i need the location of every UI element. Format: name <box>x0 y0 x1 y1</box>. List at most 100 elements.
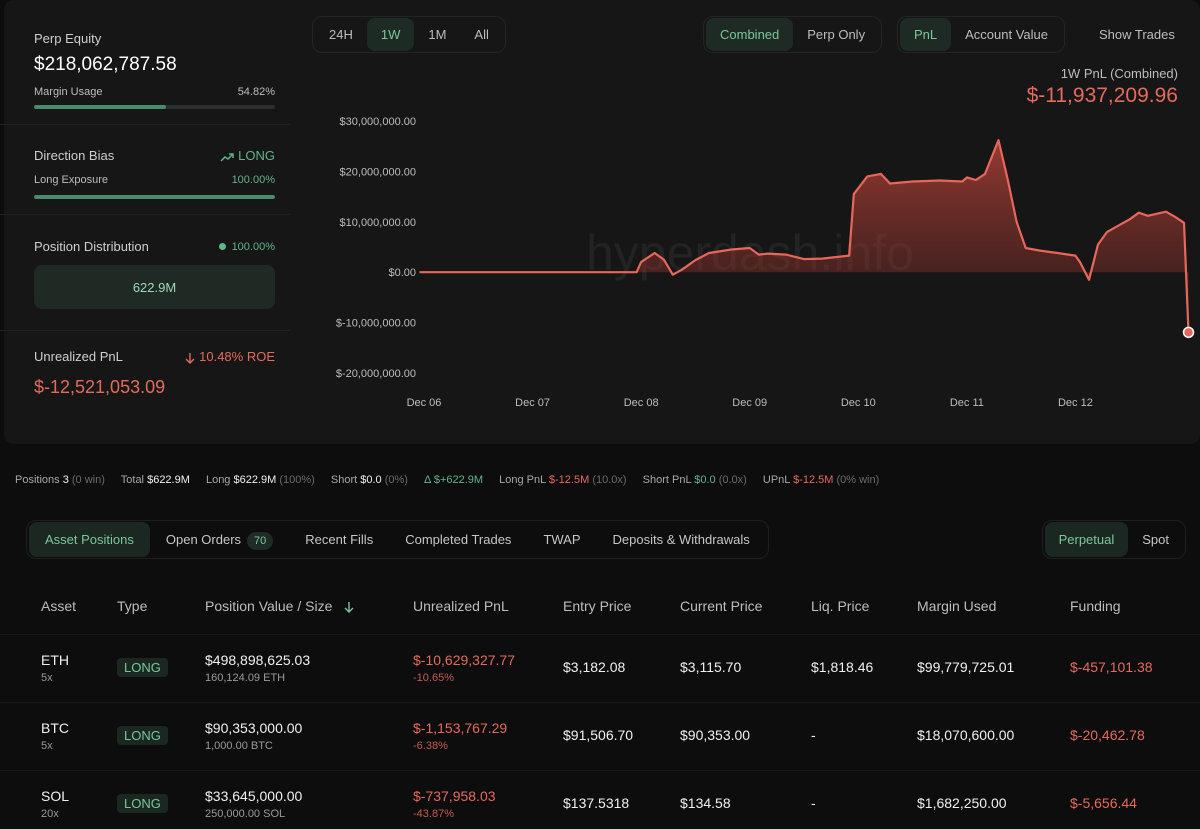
col-current-price[interactable]: Current Price <box>680 598 763 614</box>
unrealized-pnl-roe: 10.48% ROE <box>185 349 275 364</box>
pnl-area <box>419 140 1189 333</box>
mode-combined[interactable]: Combined <box>706 18 794 51</box>
col-funding[interactable]: Funding <box>1070 598 1121 614</box>
stat-note: (100%) <box>279 474 315 486</box>
stat-total: Total $622.9M <box>121 474 190 486</box>
position-value: $33,645,000.00 <box>205 788 303 804</box>
asset-symbol: SOL <box>41 788 70 804</box>
table-row[interactable]: BTC 5x LONG $90,353,000.00 1,000.00 BTC … <box>0 702 1200 768</box>
stat-short: Short $0.0 (0%) <box>331 474 408 486</box>
tab-completed-trades[interactable]: Completed Trades <box>405 532 512 547</box>
metric-pnl[interactable]: PnL <box>900 18 952 51</box>
range-all[interactable]: All <box>474 27 489 42</box>
tab-recent-fills[interactable]: Recent Fills <box>305 532 374 547</box>
long-exposure-label: Long Exposure <box>34 174 108 186</box>
unrealized-pnl: $-737,958.03 <box>413 788 496 804</box>
margin-used: $99,779,725.01 <box>917 659 1015 675</box>
table-row[interactable]: ETH 5x LONG $498,898,625.03 160,124.09 E… <box>0 634 1200 700</box>
unrealized-pnl-pct: -10.65% <box>413 672 454 684</box>
tab-perpetual[interactable]: Perpetual <box>1044 522 1129 557</box>
x-tick-label: Dec 06 <box>407 397 442 409</box>
stat-value: $0.0 <box>694 474 716 486</box>
stat-note: (0% win) <box>836 474 880 486</box>
range-24h[interactable]: 24H <box>329 27 353 42</box>
tab-open-orders[interactable]: Open Orders 70 <box>150 522 289 557</box>
pnl-endpoint[interactable] <box>1182 326 1195 339</box>
position-size: 250,000.00 SOL <box>205 808 286 820</box>
show-trades-button[interactable]: Show Trades <box>1099 27 1175 42</box>
funding: $-20,462.78 <box>1070 727 1145 743</box>
stat-value: $-12.5M <box>793 474 834 486</box>
stat-label: Positions <box>15 474 60 486</box>
x-tick-label: Dec 11 <box>950 397 984 409</box>
stat-upnl: UPnL $-12.5M (0% win) <box>763 474 879 486</box>
col-asset[interactable]: Asset <box>41 598 77 614</box>
entry-price: $3,182.08 <box>563 659 626 675</box>
stat-label: Long PnL <box>499 474 546 486</box>
liq-price: $1,818.46 <box>811 659 874 675</box>
position-distribution-bar[interactable]: 622.9M <box>34 265 275 309</box>
pnl-value: $-11,937,209.96 <box>1026 84 1178 107</box>
liq-price: - <box>811 795 816 811</box>
col-position-value[interactable]: Position Value / Size <box>205 598 354 614</box>
direction-bias-text: LONG <box>238 148 275 163</box>
range-toggle: 24H 1W 1M All <box>312 16 506 53</box>
arrow-down-icon <box>344 602 354 614</box>
divider <box>0 124 290 125</box>
direction-bias-label: Direction Bias <box>34 148 115 163</box>
margin-usage-value: 54.82% <box>237 86 275 98</box>
tab-spot[interactable]: Spot <box>1142 532 1169 547</box>
x-axis: Dec 06 Dec 07 Dec 08 Dec 09 Dec 10 Dec 11 Dec … <box>407 397 1093 409</box>
col-position-value-label: Position Value / Size <box>205 598 333 614</box>
x-tick-label: Dec 10 <box>841 397 876 409</box>
position-distribution-pct: 100.00% <box>231 240 275 253</box>
positions-tabs: Asset Positions Open Orders 70 Recent Fil… <box>26 520 769 559</box>
tab-deposits-withdrawals[interactable]: Deposits & Withdrawals <box>612 532 750 547</box>
leverage: 20x <box>41 808 59 820</box>
current-price: $90,353.00 <box>680 727 751 743</box>
long-exposure-bar <box>34 195 275 199</box>
trending-up-icon <box>220 152 234 162</box>
table-row[interactable]: SOL 20x LONG $33,645,000.00 250,000.00 S… <box>0 770 1200 829</box>
unrealized-pnl-pct: -6.38% <box>413 740 448 752</box>
funding: $-457,101.38 <box>1070 659 1153 675</box>
range-1m[interactable]: 1M <box>428 27 447 42</box>
col-liq-price[interactable]: Liq. Price <box>811 598 870 614</box>
col-entry-price[interactable]: Entry Price <box>563 598 632 614</box>
funding: $-5,656.44 <box>1070 795 1137 811</box>
col-margin-used[interactable]: Margin Used <box>917 598 997 614</box>
col-unrealized-pnl[interactable]: Unrealized PnL <box>413 598 509 614</box>
stat-label: UPnL <box>762 474 790 486</box>
liq-price: - <box>811 727 816 743</box>
metric-toggle: PnL Account Value <box>897 16 1066 53</box>
y-tick-label: $30,000,000.00 <box>340 116 416 128</box>
position-size: 1,000.00 BTC <box>205 740 273 752</box>
entry-price: $137.5318 <box>563 795 630 811</box>
tab-twap[interactable]: TWAP <box>543 532 581 547</box>
unrealized-pnl: $-1,153,767.29 <box>413 720 508 736</box>
position-value: $498,898,625.03 <box>205 652 311 668</box>
mode-perp-only[interactable]: Perp Only <box>807 27 866 42</box>
margin-used: $1,682,250.00 <box>917 795 1007 811</box>
y-tick-label: $-10,000,000.00 <box>336 318 416 330</box>
metric-account-value[interactable]: Account Value <box>965 27 1049 42</box>
stat-value: 3 <box>62 474 69 486</box>
divider <box>0 214 290 215</box>
open-orders-count-badge: 70 <box>247 532 274 550</box>
positions-stats: Positions 3 (0 win) Total $622.9M Long $… <box>15 474 892 486</box>
unrealized-pnl-row: Unrealized PnL 10.48% ROE <box>34 349 275 364</box>
row-divider <box>0 702 1200 703</box>
tab-asset-positions[interactable]: Asset Positions <box>29 522 150 557</box>
pnl-chart[interactable]: hyperdash.info $30,000,000.00$20,000,000… <box>300 105 1195 415</box>
stat-value: $622.9M <box>233 474 277 486</box>
type-badge: LONG <box>117 794 168 813</box>
col-type[interactable]: Type <box>117 598 148 614</box>
margin-usage-bar <box>34 105 275 109</box>
stat-label: Short PnL <box>642 474 692 486</box>
x-tick-label: Dec 07 <box>515 397 550 409</box>
unrealized-pnl-value: $-12,521,053.09 <box>34 377 166 397</box>
leverage: 5x <box>41 740 53 752</box>
green-dot-icon <box>218 243 226 251</box>
range-1w[interactable]: 1W <box>366 18 415 51</box>
unrealized-pnl-label: Unrealized PnL <box>34 349 123 364</box>
